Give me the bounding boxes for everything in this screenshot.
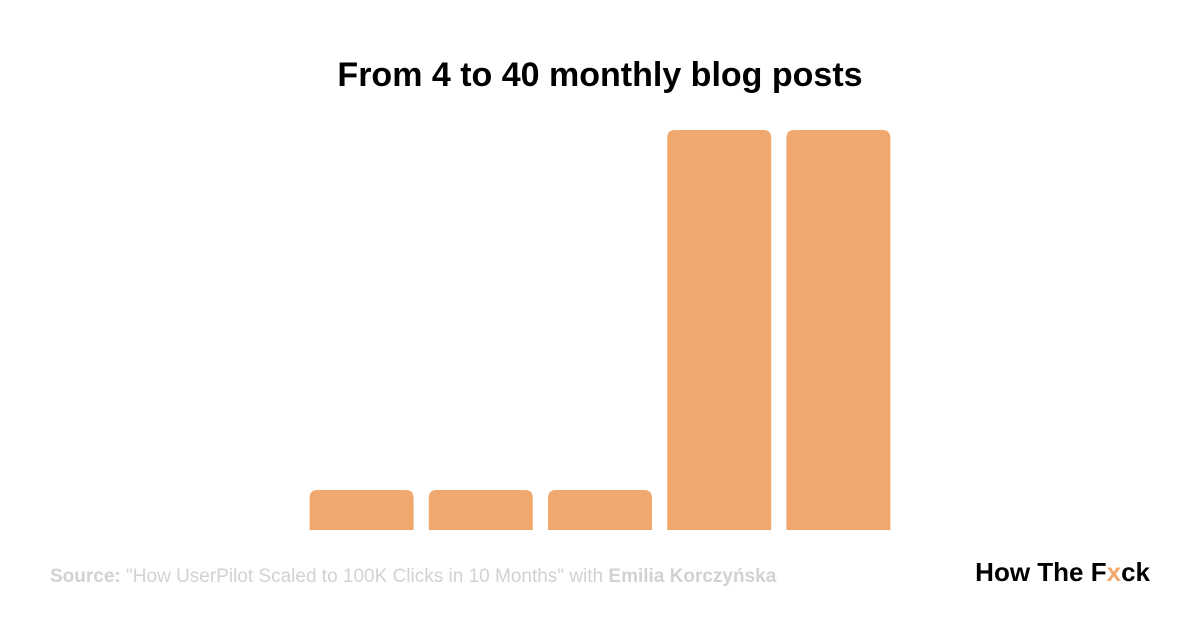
brand: How The Fxck bbox=[975, 557, 1150, 587]
source-author: Emilia Korczyńska bbox=[608, 566, 776, 587]
brand-accent: x bbox=[1107, 557, 1122, 587]
brand-part: How The F bbox=[975, 557, 1106, 587]
bar bbox=[548, 490, 652, 530]
bar bbox=[786, 130, 891, 530]
bar bbox=[667, 130, 772, 530]
bar bbox=[428, 490, 533, 530]
source: Source: "How UserPilot Scaled to 100K Cl… bbox=[50, 566, 777, 587]
chart-title: From 4 to 40 monthly blog posts bbox=[337, 56, 862, 94]
bar bbox=[309, 490, 414, 530]
source-text: "How UserPilot Scaled to 100K Clicks in … bbox=[126, 566, 603, 587]
source-label: Source: bbox=[50, 566, 121, 587]
brand-part: ck bbox=[1121, 557, 1150, 587]
